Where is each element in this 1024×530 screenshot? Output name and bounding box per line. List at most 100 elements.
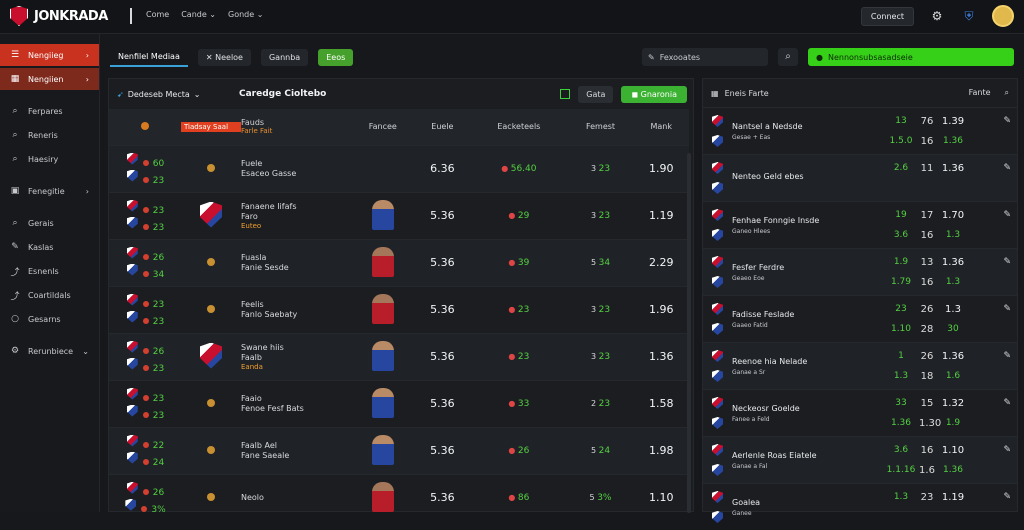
odds-cell[interactable]: 1.90 <box>633 144 689 192</box>
connect-button[interactable]: Connect <box>860 6 914 26</box>
sidebar-item[interactable]: ☰ Nengiieg › <box>0 44 99 66</box>
primary-button[interactable]: ◼ Gnaronia <box>621 85 687 103</box>
live-dot <box>142 300 149 307</box>
odds-cell[interactable]: 5.36 <box>414 285 471 333</box>
sidebar-item[interactable]: ⌕ Ferpares <box>0 100 99 122</box>
odds-cell[interactable]: ● 23 <box>470 285 568 333</box>
odds-cell[interactable]: 2 23 <box>567 379 634 427</box>
filter-button[interactable]: Gata <box>578 85 614 103</box>
odds-cell[interactable]: 1.19 <box>633 191 689 239</box>
away-crest-icon <box>126 310 138 323</box>
sidebar-item[interactable]: ○ Gesarns <box>11 314 61 324</box>
tab[interactable]: Nenfilel Mediaa <box>110 48 188 67</box>
odds-cell[interactable]: ● 23 <box>470 332 568 380</box>
odds-cell[interactable]: 5.36 <box>414 426 471 474</box>
away-crest-icon <box>712 276 723 288</box>
list-item[interactable]: Nenteo Geld ebes 2.6 11 1.36 ✎ <box>703 154 1017 201</box>
odds-cell[interactable]: ● 29 <box>470 191 568 239</box>
settings-icon[interactable]: ⚙ <box>931 9 943 23</box>
sidebar-item[interactable]: ⚙ Rerunbiece ⌄ <box>10 346 89 356</box>
odds-cell[interactable]: 3 23 <box>567 144 634 192</box>
odds-cell[interactable]: 1.58 <box>633 379 689 427</box>
team-cell: Faalb Ael Fane Saeale <box>241 426 351 474</box>
tab[interactable]: Eeos <box>318 49 354 66</box>
odds-cell[interactable]: 5 34 <box>567 238 634 286</box>
player-avatar <box>371 199 394 230</box>
home-crest-icon <box>126 387 138 400</box>
odds-cell[interactable]: 5 24 <box>567 426 634 474</box>
tab[interactable]: ✕ Neeloe <box>197 49 251 66</box>
table-row[interactable]: 26 3% Neolo 5.36 ● 86 5 3% 1.10 <box>109 473 689 521</box>
scrollbar[interactable] <box>687 153 691 513</box>
odds-cell[interactable]: 3 23 <box>567 332 634 380</box>
search-button[interactable]: ⌕ <box>778 48 798 66</box>
table-row[interactable]: 23 23 Faaio Fenoe Fesf Bats 5.36 ● 33 2 … <box>109 379 689 427</box>
odds-cell[interactable]: 5.36 <box>414 332 471 380</box>
sidebar-item[interactable]: ⌕ Gerais <box>0 212 99 234</box>
checkbox[interactable] <box>560 89 571 99</box>
odds-cell[interactable]: 5.36 <box>414 379 471 427</box>
odds-cell[interactable]: ● 56.40 <box>470 144 568 192</box>
table-row[interactable]: 22 24 Faalb Ael Fane Saeale 5.36 ● 26 5 … <box>109 426 689 474</box>
odds-cell[interactable]: 5.36 <box>414 473 471 521</box>
tab[interactable]: Gannba <box>260 49 309 66</box>
league-select[interactable]: ➹ Dedeseb Mecta ⌄ <box>117 89 201 99</box>
home-crest-icon <box>712 209 723 221</box>
top-nav-item[interactable]: Cande ⌄ <box>181 10 217 19</box>
shield-notification-icon[interactable]: ⛨ <box>964 8 974 23</box>
odds-cell[interactable]: 5 3% <box>567 473 634 521</box>
promo-banner[interactable]: ● Nennonsubsasadseie <box>808 48 1014 66</box>
sidebar-item[interactable]: ⌕ Reneris <box>0 124 99 146</box>
odds-cell[interactable]: 1.98 <box>633 426 689 474</box>
player-avatar <box>371 434 394 465</box>
table-row[interactable]: 26 23 Swane hiis Faalb Eanda 5.36 ● 23 3… <box>109 332 689 380</box>
odds-cell[interactable]: 6.36 <box>414 144 471 192</box>
square-icon: ▣ <box>10 186 20 196</box>
table-row[interactable]: 26 34 Fuasla Fanie Sesde 5.36 ● 39 5 34 … <box>109 238 689 286</box>
list-item[interactable]: Fenhae Fonngie Insde Ganeo Hlees 19 17 1… <box>703 201 1017 248</box>
team-cell: Fuasla Fanie Sesde <box>241 238 351 286</box>
odds-cell[interactable]: ● 39 <box>470 238 568 286</box>
odds-cell[interactable]: 5.36 <box>414 238 471 286</box>
list-item[interactable]: Fesfer Ferdre Geaeo Eoe 1.9 13 1.36 1.79… <box>703 248 1017 295</box>
emblem-cell <box>181 426 241 474</box>
player-cell <box>351 285 415 333</box>
odds-cell[interactable]: 2.29 <box>633 238 689 286</box>
odds-cell[interactable]: 1.10 <box>633 473 689 521</box>
sidebar-item[interactable]: ▣ Fenegitie › <box>10 186 89 196</box>
brand-logo[interactable]: JONKRADA <box>10 6 108 26</box>
odds-cell[interactable]: 3 23 <box>567 285 634 333</box>
sidebar-item[interactable]: ⤴ Esnenls <box>10 266 59 278</box>
home-crest-icon <box>126 199 138 212</box>
table-row[interactable]: 23 23 Fanaene Iifafs Faro Euteo 5.36 ● 2… <box>109 191 689 239</box>
sidebar-item[interactable]: ✎ Kaslas <box>11 242 54 252</box>
search-input[interactable]: ✎ Fexooates <box>642 48 768 66</box>
odds-cell[interactable]: ● 33 <box>470 379 568 427</box>
table-row[interactable]: 23 23 Feelis Fanlo Saebaty 5.36 ● 23 3 2… <box>109 285 689 333</box>
sidebar-item[interactable]: ▦ Nengiien › <box>0 68 99 90</box>
gear-icon: ⚙ <box>10 346 20 356</box>
list-item[interactable]: Neckeosr Goelde Fanee a Feld 33 15 1.32 … <box>703 389 1017 436</box>
away-crest-icon <box>712 182 723 194</box>
list-item[interactable]: Nantsel a Nedsde Gesae + Eas 13 76 1.39 … <box>703 107 1017 154</box>
list-item[interactable]: Goalea Ganee 1.3 23 1.19 ✎ <box>703 483 1017 530</box>
odds-cell[interactable]: 1.96 <box>633 285 689 333</box>
top-nav-item[interactable]: Come <box>146 10 170 19</box>
odds-cell[interactable]: 5.36 <box>414 191 471 239</box>
table-row[interactable]: 60 23 Fuele Esaceo Gasse 6.36 ● 56.40 3 … <box>109 144 689 192</box>
odds-cell[interactable]: ● 26 <box>470 426 568 474</box>
list-item[interactable]: Fadisse Feslade Gaaeo Fatid 23 26 1.3 1.… <box>703 295 1017 342</box>
sidebar-item[interactable]: ⤴ Coartildals <box>10 290 71 302</box>
odds-cell[interactable]: 1.36 <box>633 332 689 380</box>
avatar[interactable] <box>992 5 1014 27</box>
table-header: Eacketeels <box>470 109 568 145</box>
list-item[interactable]: Reenoe hia Nelade Ganae a Sr 1 26 1.36 1… <box>703 342 1017 389</box>
pin-icon: ✎ <box>1003 351 1011 361</box>
odds-cell[interactable]: ● 86 <box>470 473 568 521</box>
top-nav-item[interactable]: Gonde ⌄ <box>228 10 264 19</box>
sidebar-item[interactable]: ⌕ Haesiry <box>0 148 99 170</box>
grid-icon: ▦ <box>711 88 719 98</box>
list-item[interactable]: Aerlenle Roas Eiatele Ganae a Fal 3.6 16… <box>703 436 1017 483</box>
home-crest-icon <box>126 340 138 353</box>
odds-cell[interactable]: 3 23 <box>567 191 634 239</box>
